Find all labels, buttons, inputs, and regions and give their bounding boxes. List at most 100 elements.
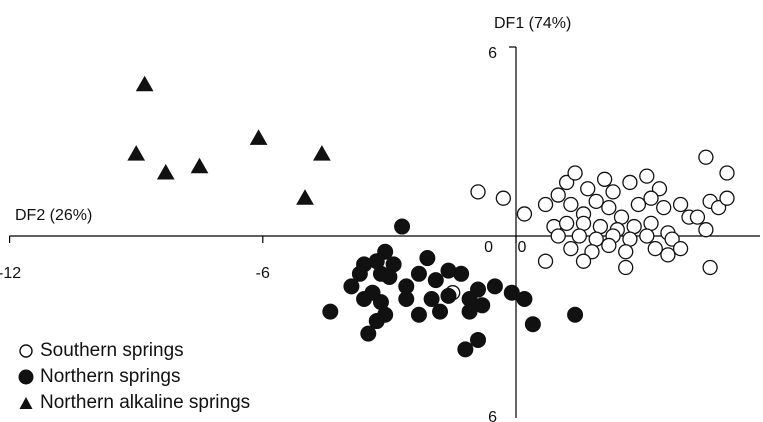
northern-spring-point xyxy=(423,291,440,307)
southern-spring-point xyxy=(643,215,659,232)
southern-spring-point xyxy=(558,174,575,191)
southern-spring-point xyxy=(575,215,592,232)
northern-spring-point xyxy=(516,291,533,307)
southern-spring-point xyxy=(664,231,680,247)
southern-spring-point xyxy=(672,196,689,213)
southern-spring-point xyxy=(584,244,600,260)
northern-spring-point xyxy=(524,316,541,333)
legend-label-northern: Northern springs xyxy=(40,366,181,387)
origin-label-x: 0 xyxy=(518,239,527,256)
southern-spring-point xyxy=(613,209,630,225)
southern-spring-point xyxy=(710,199,727,216)
legend-item-northern: Northern springs xyxy=(18,364,250,390)
northern-spring-point xyxy=(453,265,470,282)
southern-spring-point xyxy=(702,259,718,276)
open-circle-icon xyxy=(19,344,33,358)
filled-triangle-icon xyxy=(19,397,33,409)
northern-spring-point xyxy=(322,303,339,320)
southern-spring-point xyxy=(470,184,486,200)
northern-spring-point xyxy=(356,291,373,307)
legend-label-alkaline: Northern alkaline springs xyxy=(40,392,251,413)
southern-spring-point xyxy=(575,253,592,269)
alkaline-spring-point xyxy=(127,145,146,161)
alkaline-spring-point xyxy=(313,145,331,161)
southern-spring-point xyxy=(563,196,579,213)
southern-spring-point xyxy=(618,244,634,260)
x-axis-title: DF2 (26%) xyxy=(15,207,92,224)
northern-spring-point xyxy=(461,303,478,320)
southern-spring-point xyxy=(719,165,735,181)
northern-spring-point xyxy=(410,306,427,323)
x-tick-label: -6 xyxy=(256,265,270,282)
alkaline-spring-point xyxy=(190,157,209,174)
x-tick-label: -12 xyxy=(0,265,21,282)
legend-label-southern: Southern springs xyxy=(40,340,184,361)
southern-spring-point xyxy=(622,231,638,247)
northern-spring-point xyxy=(486,278,503,295)
northern-spring-point xyxy=(474,297,491,314)
southern-spring-point xyxy=(558,215,575,232)
southern-spring-point xyxy=(698,149,714,165)
southern-spring-point xyxy=(698,222,714,238)
legend-item-southern: Southern springs xyxy=(18,338,250,364)
y-axis-title: DF1 (74%) xyxy=(494,15,571,32)
northern-spring-point xyxy=(567,306,584,323)
southern-spring-point xyxy=(660,247,676,263)
southern-spring-point xyxy=(580,181,596,197)
southern-spring-point xyxy=(639,228,655,244)
alkaline-spring-point xyxy=(156,163,175,180)
filled-circle-icon xyxy=(18,369,34,385)
southern-spring-point xyxy=(656,199,672,216)
northern-spring-point xyxy=(343,278,360,295)
southern-spring-point xyxy=(550,228,566,244)
northern-spring-point xyxy=(503,284,520,301)
northern-spring-point xyxy=(372,265,389,282)
chart-labels: -12-666600DF2 (26%)DF1 (74%) xyxy=(0,15,571,422)
legend-item-alkaline: Northern alkaline springs xyxy=(18,390,250,416)
southern-spring-point xyxy=(588,231,604,247)
southern-spring-point xyxy=(719,190,735,206)
southern-spring-point xyxy=(622,174,638,191)
southern-spring-point xyxy=(626,218,642,235)
northern-spring-point xyxy=(394,218,411,235)
southern-spring-point xyxy=(601,199,617,216)
southern-spring-point xyxy=(639,168,655,184)
northern-spring-point xyxy=(432,303,449,320)
northern-spring-point xyxy=(457,341,474,358)
southern-spring-point xyxy=(672,240,689,257)
northern-spring-point xyxy=(440,287,457,304)
southern-spring-point xyxy=(567,165,583,181)
northern-spring-point xyxy=(470,331,487,348)
southern-spring-point xyxy=(516,206,533,222)
alkaline-spring-point xyxy=(135,75,154,92)
origin-label-y: 0 xyxy=(484,239,493,256)
northern-spring-point xyxy=(410,265,427,282)
chart-legend: Southern springs Northern springs Northe… xyxy=(18,338,250,416)
southern-spring-point xyxy=(605,184,621,200)
chart-points xyxy=(127,75,735,358)
southern-spring-point xyxy=(601,237,617,254)
southern-spring-point xyxy=(588,193,604,210)
northern-spring-point xyxy=(368,313,385,330)
southern-spring-point xyxy=(630,196,647,213)
southern-spring-point xyxy=(495,190,511,206)
northern-spring-point xyxy=(360,325,377,342)
northern-spring-point xyxy=(351,265,368,282)
southern-spring-point xyxy=(643,190,659,206)
southern-spring-point xyxy=(618,259,634,276)
northern-spring-point xyxy=(427,272,444,289)
southern-spring-point xyxy=(647,240,663,257)
southern-spring-point xyxy=(537,253,554,269)
southern-spring-point xyxy=(571,228,587,244)
y-tick-label-bottom: 6 xyxy=(488,409,497,422)
southern-spring-point xyxy=(592,218,609,235)
alkaline-spring-point xyxy=(296,189,314,205)
northern-spring-point xyxy=(398,291,415,307)
southern-spring-point xyxy=(563,240,579,257)
southern-spring-point xyxy=(689,209,706,225)
northern-spring-point xyxy=(419,250,436,267)
northern-spring-point xyxy=(470,281,487,298)
southern-spring-point xyxy=(651,181,668,197)
southern-spring-point xyxy=(537,196,554,213)
